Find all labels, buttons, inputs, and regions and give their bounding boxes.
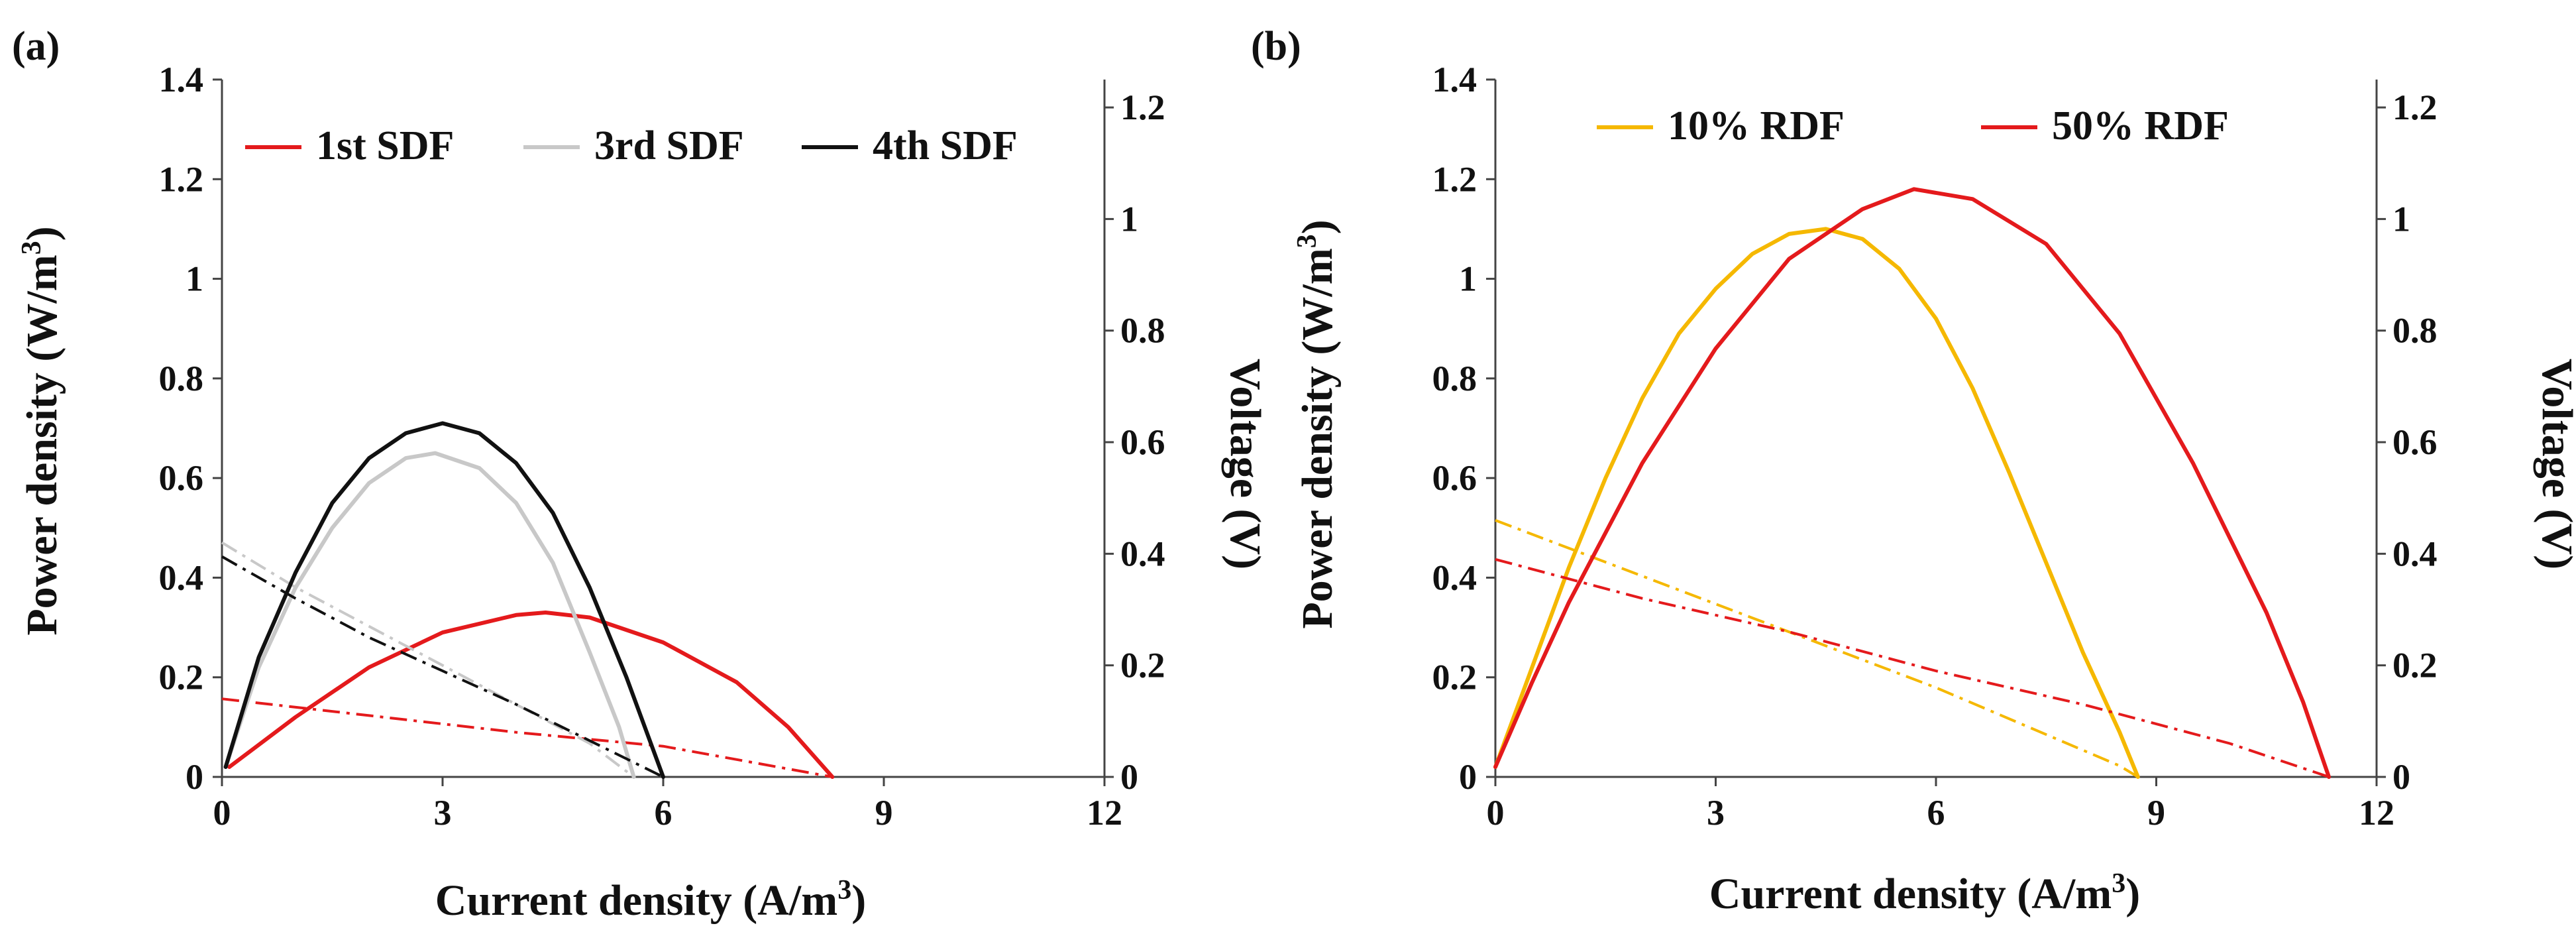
legend-label-10-rdf: 10% RDF	[1668, 103, 1845, 148]
x-tick-label: 3	[434, 793, 452, 833]
power-curve-3rd-sdf	[223, 451, 636, 779]
x-tick-label: 9	[875, 793, 893, 833]
y2-tick-label: 1.2	[1120, 88, 1165, 127]
y-tick-label: 0.6	[159, 458, 204, 498]
x-tick-label: 12	[2359, 793, 2394, 833]
y-axis-title: Power density (W/m3)	[1292, 219, 1342, 628]
y2-tick-label: 0.8	[1120, 311, 1165, 351]
power-curve-10-rdf	[1493, 227, 2140, 779]
y-tick-label: 0	[1459, 757, 1477, 797]
x-tick-label: 12	[1087, 793, 1122, 833]
x-tick-label: 0	[1487, 793, 1505, 833]
y-tick-label: 0.8	[1432, 359, 1477, 398]
y-tick-label: 1.2	[1432, 159, 1477, 199]
legend-label-1st-sdf: 1st SDF	[316, 123, 454, 168]
x-tick-label: 0	[213, 793, 231, 833]
legend-label-3rd-sdf: 3rd SDF	[594, 123, 744, 168]
y2-tick-label: 0.6	[2392, 422, 2438, 462]
chart-panel-b: (b) 0 0.2 0.4 0.6 0.8 1 1.2 1.4 0 0.2 0.4 0.6 0.8 1 1.…	[1251, 24, 2576, 918]
y-tick-label: 0	[186, 757, 203, 797]
plot-area: 0 0.2 0.4 0.6 0.8 1 1.2 1.4 0 0.2 0.4 0.6 0.8 1 1.2 0 3 6…	[1432, 60, 2438, 833]
y-tick-label: 0.6	[1432, 458, 1477, 498]
y-tick-label: 1.4	[1432, 60, 1477, 99]
voltage-curve-1st-sdf	[221, 697, 833, 778]
x-tick-label: 9	[2147, 793, 2165, 833]
power-curve-1st-sdf	[227, 611, 835, 779]
plot-area: 0 0.2 0.4 0.6 0.8 1 1.2 1.4 0 0.2 0.4 0.6 0.8 1 1.2 0 3 6…	[159, 60, 1165, 833]
x-tick-label: 6	[1927, 793, 1945, 833]
y2-tick-label: 0.2	[2392, 646, 2438, 685]
x-tick-label: 3	[1707, 793, 1725, 833]
y-tick-label: 0.4	[1432, 557, 1477, 597]
x-axis-title: Current density (A/m3)	[435, 875, 866, 925]
y2-axis-title: Voltage (V)	[2533, 359, 2576, 569]
panel-label: (a)	[12, 24, 60, 69]
voltage-curve-50-rdf	[1495, 557, 2330, 778]
y2-axis-title: Voltage (V)	[1221, 359, 1269, 569]
y-tick-label: 0.2	[1432, 658, 1477, 697]
y-axis-title: Power density (W/m3)	[17, 226, 66, 635]
y2-tick-label: 0.2	[1120, 646, 1165, 685]
y-tick-label: 0.2	[159, 658, 204, 697]
y2-tick-label: 0.8	[2392, 311, 2438, 351]
legend-label-4th-sdf: 4th SDF	[873, 123, 1018, 168]
y2-tick-label: 0	[1120, 757, 1138, 797]
x-tick-label: 6	[655, 793, 672, 833]
voltage-curve-4th-sdf	[221, 555, 664, 778]
legend-label-50-rdf: 50% RDF	[2052, 103, 2229, 148]
y2-tick-label: 0.4	[2392, 534, 2438, 573]
y2-tick-label: 1.2	[2392, 88, 2438, 127]
y-tick-label: 1.2	[159, 159, 204, 199]
panel-label: (b)	[1251, 24, 1301, 69]
y2-tick-label: 0.4	[1120, 534, 1165, 573]
y2-tick-label: 1	[1120, 199, 1138, 239]
y-tick-label: 1.4	[159, 60, 204, 99]
voltage-curve-3rd-sdf	[221, 541, 635, 778]
chart-panel-a: (a) 0 0.2 0.4 0.6 0.8 1 1.2 1.4 0 0.2 0.4 0.6 0.8 1 1.…	[12, 24, 1269, 925]
power-curve-50-rdf	[1493, 187, 2331, 779]
y-tick-label: 1	[1459, 259, 1477, 299]
y-tick-label: 0.8	[159, 359, 204, 398]
y-tick-label: 1	[186, 259, 203, 299]
power-curve-4th-sdf	[223, 421, 665, 779]
x-axis-title: Current density (A/m3)	[1709, 868, 2140, 918]
y-tick-label: 0.4	[159, 557, 204, 597]
y2-tick-label: 0	[2392, 757, 2410, 797]
y2-tick-label: 0.6	[1120, 422, 1165, 462]
y2-tick-label: 1	[2392, 199, 2410, 239]
